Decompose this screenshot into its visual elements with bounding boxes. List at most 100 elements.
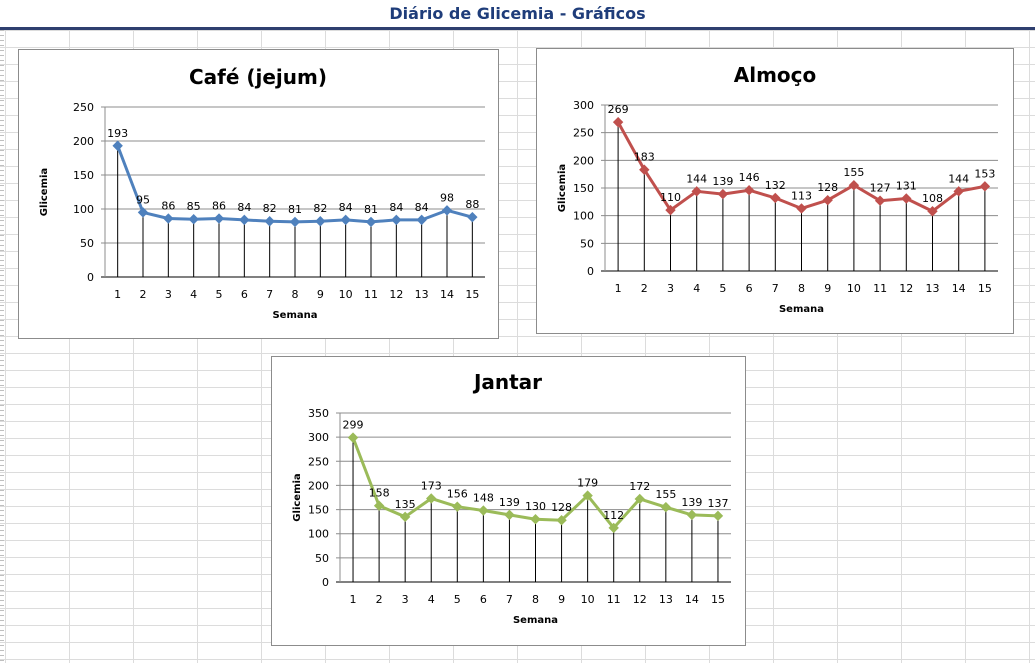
data-label: 144 [948,172,969,185]
data-point [901,193,912,204]
chart-jantar-svg: Jantar0501001502002503003502991581351731… [292,370,731,626]
y-tick-label: 200 [573,154,594,167]
data-label: 127 [870,182,891,195]
chart-jantar[interactable]: Jantar 0 50 100 150 200 250 300 350 299 158 135 173 1… [271,356,746,646]
data-label: 148 [473,492,494,505]
x-axis-title: Semana [779,304,824,315]
x-tick-label: 15 [711,593,725,606]
data-point [373,500,385,511]
y-tick-label: 0 [87,271,94,284]
data-point [467,211,478,223]
y-tick-label: 150 [573,182,594,195]
y-tick-label: 250 [73,101,94,114]
data-label: 144 [686,172,707,185]
x-tick-label: 14 [952,282,966,295]
chart-almoco[interactable]: Almoço 0 50 100 150 200 250 300 269 183 110 144 139 1… [536,48,1014,334]
data-label: 113 [791,189,812,202]
x-tick-label: 10 [339,288,353,301]
data-point [639,164,650,175]
y-tick-label: 200 [308,479,329,492]
x-tick-label: 2 [140,288,147,301]
y-tick-label: 150 [73,169,94,182]
x-tick-label: 2 [376,593,383,606]
x-tick-label: 10 [847,282,861,295]
data-label: 84 [415,201,429,214]
data-label: 84 [389,201,403,214]
x-tick-label: 13 [926,282,940,295]
data-label: 81 [288,203,302,216]
x-tick-label: 4 [428,593,435,606]
x-tick-label: 14 [440,288,454,301]
data-label: 155 [655,488,676,501]
data-label: 86 [161,200,175,213]
y-tick-label: 100 [573,210,594,223]
data-label: 112 [603,509,624,522]
data-label: 98 [440,191,454,204]
data-point [347,432,359,443]
y-tick-label: 150 [308,504,329,517]
x-tick-label: 15 [465,288,479,301]
chart-cafe[interactable]: Café (jejum) 0 50 100 150 200 250 193 95 86 85 86 84… [18,49,499,339]
sheet-header: Diário de Glicemia - Gráficos [0,0,1035,30]
data-label: 82 [263,202,277,215]
data-point [743,185,755,196]
x-tick-label: 11 [364,288,378,301]
x-tick-label: 12 [389,288,403,301]
data-point [796,203,807,214]
x-tick-label: 7 [506,593,513,606]
data-label: 84 [237,201,251,214]
data-label: 193 [107,127,128,140]
data-label: 128 [551,501,572,514]
data-label: 81 [364,203,378,216]
data-label: 139 [681,496,702,509]
data-point [717,188,729,200]
x-tick-label: 3 [165,288,172,301]
y-tick-label: 100 [308,528,329,541]
data-label: 158 [369,487,390,500]
data-point [979,181,991,192]
data-point [416,214,427,226]
x-tick-label: 13 [415,288,429,301]
data-point [239,214,250,226]
data-point [399,511,411,523]
x-tick-label: 5 [216,288,223,301]
data-label: 139 [712,175,733,188]
x-tick-label: 15 [978,282,992,295]
data-label: 173 [421,479,442,492]
x-tick-label: 1 [114,288,121,301]
data-point [660,501,672,513]
x-tick-label: 8 [532,593,539,606]
data-label: 155 [843,166,864,179]
y-axis-title: Glicemia [292,473,303,521]
x-tick-label: 11 [873,282,887,295]
data-label: 299 [343,419,364,432]
x-tick-label: 6 [746,282,753,295]
y-tick-label: 200 [73,135,94,148]
data-point [452,501,463,512]
x-tick-label: 1 [350,593,357,606]
data-point [264,216,275,227]
data-label: 84 [339,201,353,214]
chart-title: Jantar [472,370,542,394]
data-point [556,514,567,526]
data-point [634,493,645,505]
data-label: 132 [765,179,786,192]
x-tick-label: 14 [685,593,699,606]
data-label: 130 [525,500,546,513]
y-tick-label: 0 [322,576,329,589]
data-point [665,204,676,216]
x-tick-label: 7 [266,288,273,301]
data-point [315,216,326,227]
data-point [686,509,698,521]
x-tick-label: 6 [241,288,248,301]
data-point [188,213,199,225]
x-tick-label: 3 [667,282,674,295]
chart-title: Café (jejum) [189,65,327,89]
data-label: 128 [817,181,838,194]
data-point [848,180,860,191]
data-point [426,493,437,504]
page-title: Diário de Glicemia - Gráficos [389,4,646,23]
data-point [582,490,593,501]
sheet-row-edge [0,0,4,663]
